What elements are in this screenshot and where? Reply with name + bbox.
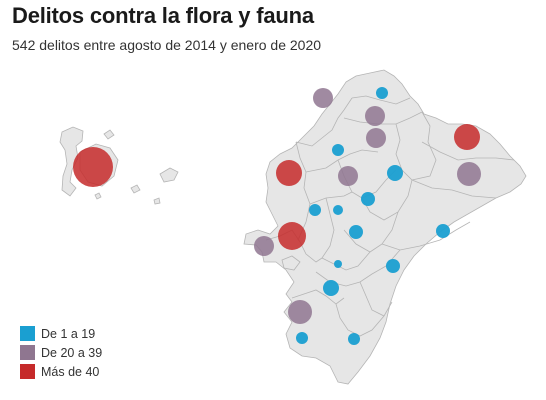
border-imbabura-pichincha [343, 111, 423, 125]
legend-item-mid: De 20 a 39 [20, 343, 102, 362]
map-title: Delitos contra la flora y fauna [12, 3, 314, 28]
legend-item-high: Más de 40 [20, 362, 102, 381]
bubble-galápagos [73, 147, 113, 187]
border-carchi-imbabura [351, 95, 411, 105]
bubble-loja [296, 332, 308, 344]
puna-island [281, 255, 301, 271]
border-canar [321, 251, 371, 271]
province-borders [265, 95, 515, 337]
galapagos-island-san-cristobal [159, 167, 179, 183]
bubble-esmeraldas [313, 88, 333, 108]
border-pichincha-napo [395, 123, 413, 181]
bubble-imbabura [365, 106, 385, 126]
galapagos-island-southeast [130, 184, 141, 194]
galapagos-island-south [153, 197, 161, 205]
galapagos-island-isabela [59, 126, 84, 197]
bubble-carchi [376, 87, 388, 99]
legend-swatch-mid [20, 345, 35, 360]
map-subtitle: 542 delitos entre agosto de 2014 y enero… [12, 37, 322, 53]
border-esmeraldas [295, 97, 353, 147]
land-layer [59, 69, 527, 385]
bubble-cotopaxi [338, 166, 358, 186]
border-manabi [295, 141, 311, 241]
bubble-layer [73, 87, 481, 345]
border-los-rios [309, 191, 353, 205]
galapagos-island-tiny [94, 192, 102, 200]
border-napo-orellana [411, 111, 437, 181]
legend-label-low: De 1 a 19 [41, 326, 96, 341]
galapagos-island-north [103, 129, 115, 140]
legend-swatch-low [20, 326, 35, 341]
border-bolivar [321, 197, 335, 259]
bubble-los-ríos [309, 204, 321, 216]
bubble-santa-elena [254, 236, 274, 256]
legend: De 1 a 19 De 20 a 39 Más de 40 [20, 324, 102, 381]
bubble-tungurahua [361, 192, 375, 206]
bubble-azuay [323, 280, 339, 296]
bubble-guayas [278, 222, 306, 250]
border-el-oro [291, 289, 345, 305]
legend-label-mid: De 20 a 39 [41, 345, 103, 360]
bubble-chimborazo [349, 225, 363, 239]
border-santo-domingo [305, 149, 379, 173]
bubble-napo [387, 165, 403, 181]
bubble-zamora-chinchipe [348, 333, 360, 345]
bubble-manabí [276, 160, 302, 186]
bubble-cañar [334, 260, 342, 268]
legend-label-high: Más de 40 [41, 364, 100, 379]
border-chimborazo [343, 211, 399, 253]
bubble-morona-santiago [386, 259, 400, 273]
bubble-bolívar [333, 205, 343, 215]
bubble-pichincha [366, 128, 386, 148]
border-sucumbios-orellana [421, 141, 515, 161]
border-orellana-pastaza [411, 179, 497, 199]
legend-item-low: De 1 a 19 [20, 324, 102, 343]
bubble-sucumbíos [454, 124, 480, 150]
bubble-orellana [457, 162, 481, 186]
bubble-pastaza [436, 224, 450, 238]
border-tungurahua [361, 179, 413, 221]
border-zamora [359, 281, 385, 317]
bubble-el-oro [288, 300, 312, 324]
border-morona [381, 221, 471, 251]
bubble-santo-domingo [332, 144, 344, 156]
legend-swatch-high [20, 364, 35, 379]
